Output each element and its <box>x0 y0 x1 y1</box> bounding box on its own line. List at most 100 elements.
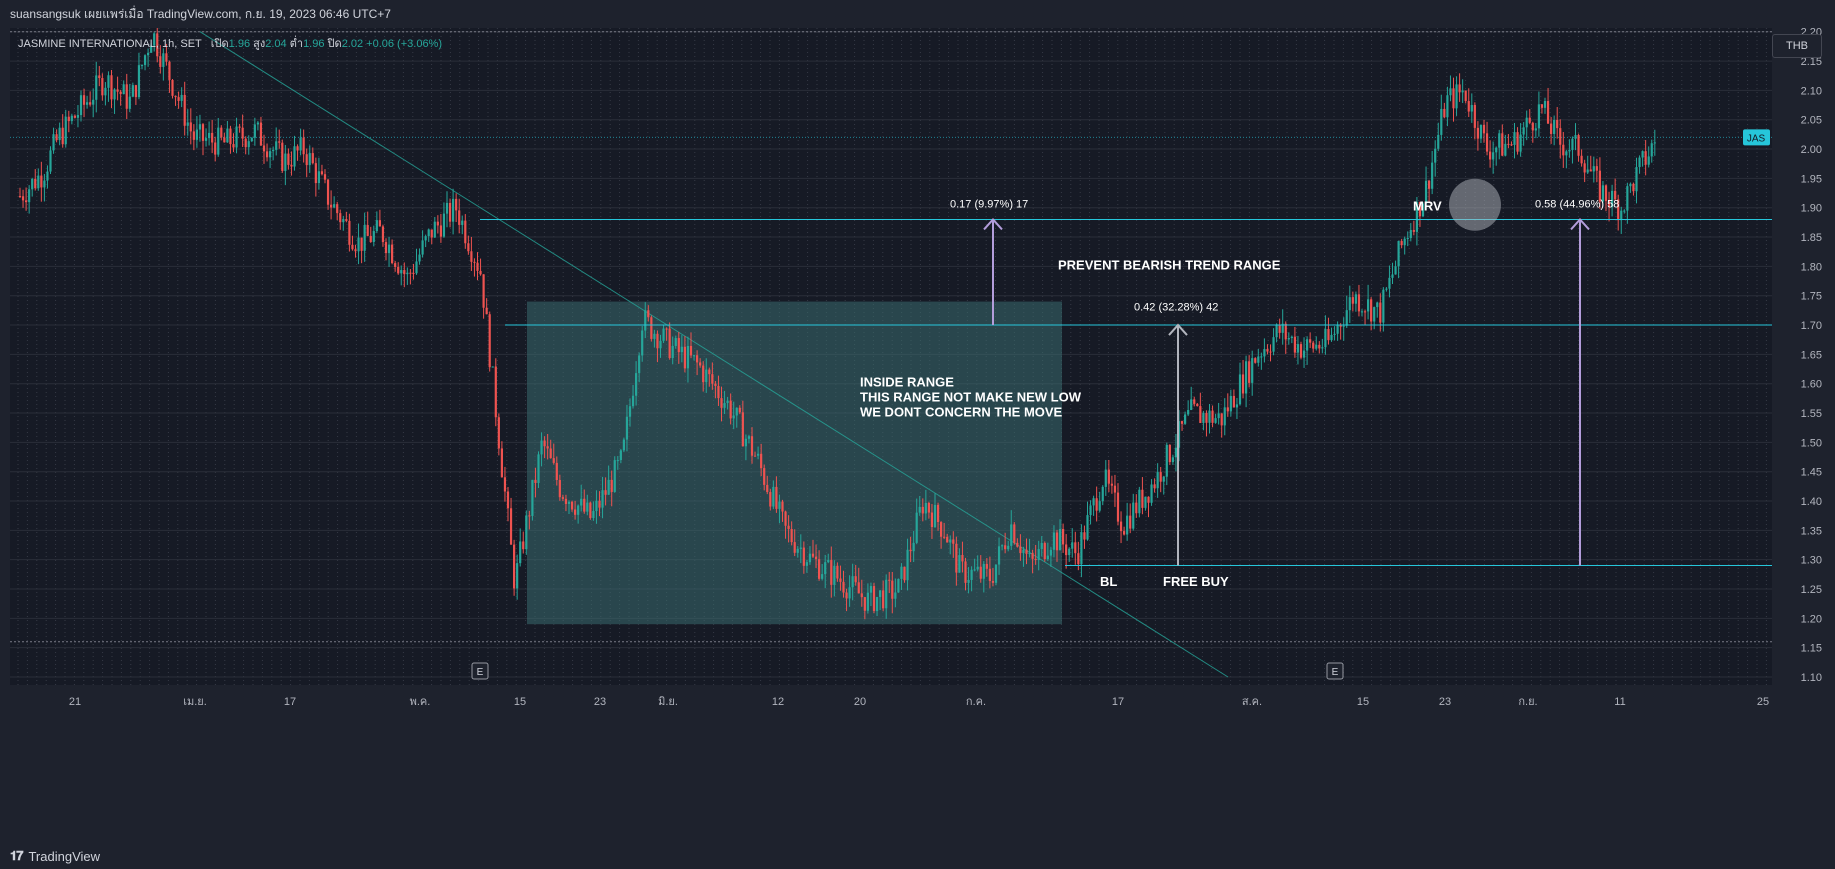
candle-body <box>1126 515 1129 535</box>
candle-body <box>885 579 888 609</box>
legend-low: 1.96 <box>303 38 325 50</box>
candle-body <box>1272 337 1275 352</box>
candle-body <box>653 333 656 339</box>
candle-body <box>952 539 955 544</box>
candle-body <box>638 355 641 374</box>
tradingview-logo[interactable]: 𝟏𝟕 TradingView <box>10 848 100 864</box>
candle-body <box>592 511 595 518</box>
candle-body <box>439 225 442 237</box>
y-tick-label: 1.55 <box>1801 408 1822 420</box>
candle-body <box>265 151 269 158</box>
candle-body <box>1446 95 1449 118</box>
candle-body <box>387 244 391 254</box>
candle-body <box>1403 238 1406 246</box>
candle-body <box>732 415 735 419</box>
candle-body <box>1217 413 1220 419</box>
candle-body <box>699 362 702 366</box>
candle-body <box>1388 277 1391 289</box>
candle-body <box>1196 403 1199 407</box>
candle-body <box>269 151 272 158</box>
candle-body <box>811 553 815 557</box>
candle-body <box>1409 230 1412 238</box>
candle-body <box>284 153 287 171</box>
y-tick-label: 1.90 <box>1801 203 1822 215</box>
currency-button[interactable]: THB <box>1772 34 1822 58</box>
candle-body <box>403 270 406 275</box>
candle-body <box>1443 108 1446 118</box>
y-tick-label: 1.60 <box>1801 379 1822 391</box>
candle-body <box>1135 502 1138 514</box>
annotation-texts: 0.17 (9.97%) 17 0.42 (32.28%) 42 0.58 (44.… <box>860 199 1619 589</box>
candle-body <box>503 477 507 492</box>
candle-body <box>1495 147 1498 153</box>
candle-body <box>1251 358 1254 383</box>
candle-body <box>1501 133 1504 156</box>
candle-body <box>1260 356 1263 358</box>
candle-body <box>988 568 991 581</box>
candle-body <box>976 566 979 570</box>
candle-body <box>470 251 473 262</box>
candle-body <box>1330 334 1333 341</box>
candle-body <box>1647 156 1650 165</box>
candle-body <box>1559 128 1562 145</box>
legend-open-label: เปิด <box>210 38 229 50</box>
candle-body <box>1312 342 1315 349</box>
candle-body <box>1632 183 1635 192</box>
candle-body <box>1043 543 1046 560</box>
x-tick-label: 15 <box>514 696 526 708</box>
candle-body <box>204 138 208 141</box>
candle-body <box>378 220 381 227</box>
candle-body <box>259 122 263 146</box>
x-tick-label: 20 <box>854 696 866 708</box>
candle-body <box>1333 333 1336 335</box>
candle-body <box>485 307 488 315</box>
candle-body <box>1065 544 1068 556</box>
candle-body <box>1428 180 1431 189</box>
candle-body <box>406 272 409 275</box>
legend-close: 2.02 <box>341 38 364 50</box>
legend-open: 1.96 <box>228 38 251 50</box>
candle-body <box>1077 553 1080 565</box>
candle-body <box>34 178 37 189</box>
candle-body <box>897 578 900 593</box>
candlestick-chart[interactable]: 1.881.701.29JAS2.02 0.17 (9.97%) 170.42 … <box>0 28 1835 840</box>
candle-body <box>119 91 122 95</box>
candle-body <box>1144 496 1147 508</box>
inside-range-box <box>527 301 1062 625</box>
candle-body <box>272 149 275 152</box>
candle-body <box>467 243 470 252</box>
candle-body <box>1284 323 1287 340</box>
prevent-bearish-text: PREVENT BEARISH TREND RANGE <box>1058 257 1281 272</box>
candle-body <box>1199 406 1202 423</box>
candle-body <box>528 515 531 517</box>
candle-body <box>192 131 195 140</box>
candle-body <box>863 597 866 611</box>
candle-body <box>214 142 217 155</box>
candle-body <box>958 555 961 573</box>
legend-low-label: ต่ำ <box>289 38 304 50</box>
candle-body <box>534 479 537 483</box>
candle-body <box>1629 183 1632 187</box>
candle-body <box>763 468 766 485</box>
candle-body <box>302 137 305 155</box>
candle-body <box>290 164 293 167</box>
candle-body <box>140 65 144 67</box>
candle-body <box>458 210 461 225</box>
candle-body <box>830 560 833 585</box>
y-tick-label: 1.75 <box>1801 291 1822 303</box>
candle-body <box>1492 152 1495 160</box>
candle-body <box>101 78 104 96</box>
legend-high-label: สูง <box>253 38 266 50</box>
candle-body <box>537 454 540 483</box>
candle-body <box>296 146 299 151</box>
candle-body <box>943 536 946 538</box>
candle-body <box>726 400 729 403</box>
x-tick-label: เม.ย. <box>183 696 207 708</box>
candle-body <box>326 179 330 205</box>
y-tick-label: 1.30 <box>1801 555 1822 567</box>
candle-body <box>1001 545 1004 547</box>
candle-body <box>89 102 92 105</box>
candle-body <box>683 346 686 369</box>
candle-body <box>1031 553 1034 559</box>
candle-body <box>1208 410 1211 423</box>
